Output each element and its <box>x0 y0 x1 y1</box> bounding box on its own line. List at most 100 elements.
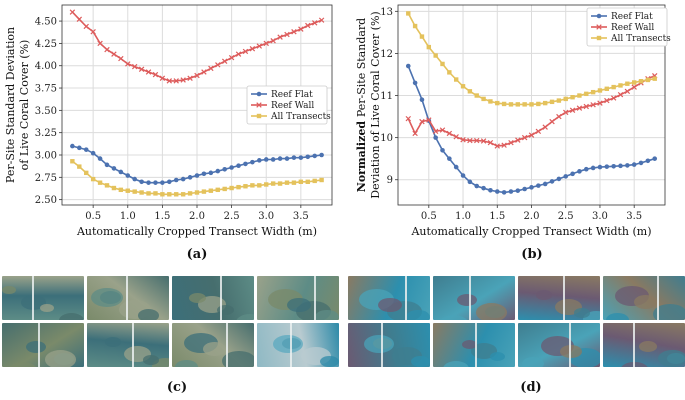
y-axis-label-rest: Per-Site Standard <box>355 18 368 117</box>
data-point <box>180 77 186 83</box>
data-point <box>563 109 569 116</box>
data-point <box>312 178 317 184</box>
data-point <box>474 183 480 189</box>
data-point <box>312 153 317 159</box>
transect-tape <box>657 276 659 320</box>
legend-label: Reef Wall <box>611 23 654 33</box>
data-point <box>426 117 432 123</box>
x-axis-label: Automatically Cropped Transect Width (m) <box>76 225 317 238</box>
data-point <box>488 187 493 193</box>
y-tick-label: 4.25 <box>35 39 57 50</box>
grid-d-photo <box>433 276 515 320</box>
transect-tape <box>290 323 292 367</box>
data-point <box>529 102 534 107</box>
y-axis-label: Normalized Per-Site Standard <box>355 18 368 192</box>
data-point <box>284 31 290 38</box>
data-point <box>291 180 297 185</box>
data-point <box>508 189 514 194</box>
data-point <box>563 96 568 102</box>
data-point <box>243 161 248 167</box>
data-point <box>412 80 418 86</box>
data-point <box>617 91 624 98</box>
data-point <box>194 72 200 79</box>
data-point <box>305 179 310 184</box>
transect-tape <box>126 276 128 320</box>
data-point <box>405 63 411 69</box>
legend-label: All Transects <box>270 112 331 122</box>
data-point <box>467 89 473 94</box>
data-point <box>104 46 110 53</box>
data-point <box>529 185 534 190</box>
data-point <box>460 173 466 178</box>
coral-patch <box>476 303 507 320</box>
data-point <box>153 191 158 196</box>
x-tick-label: 3.5 <box>293 211 309 222</box>
transect-tape <box>475 323 477 367</box>
data-point <box>515 102 521 107</box>
data-point <box>604 97 610 104</box>
data-point <box>180 176 186 182</box>
y-tick-label: 13 <box>380 7 393 18</box>
transect-tape <box>38 323 40 367</box>
data-point <box>270 157 276 162</box>
data-point <box>125 61 131 67</box>
coral-patch <box>91 288 123 308</box>
data-point <box>167 192 172 197</box>
coral-patch <box>438 315 469 320</box>
data-point <box>173 78 179 84</box>
legend-label: All Transects <box>610 34 671 44</box>
data-point <box>305 22 311 29</box>
coral-patch <box>236 314 254 320</box>
coral-patch <box>105 337 121 347</box>
data-point <box>406 11 411 16</box>
y-axis-label-bold: Normalized <box>355 117 368 192</box>
data-point <box>535 128 542 135</box>
data-point <box>556 98 562 103</box>
data-point <box>556 113 562 120</box>
panel-label: (b) <box>521 247 542 262</box>
data-point <box>440 61 445 67</box>
x-tick-label: 3.0 <box>592 211 608 222</box>
data-point <box>208 65 214 72</box>
data-point <box>501 101 507 107</box>
data-point <box>298 179 304 184</box>
data-point <box>256 43 263 49</box>
data-point <box>263 40 269 47</box>
legend-marker <box>596 24 602 30</box>
data-point <box>494 189 500 194</box>
data-point <box>83 23 89 30</box>
data-point <box>625 81 630 86</box>
x-tick-label: 3.0 <box>258 211 274 222</box>
data-point <box>201 189 207 194</box>
legend-marker <box>596 35 602 41</box>
data-point <box>521 134 528 141</box>
data-point <box>97 40 103 47</box>
data-point <box>460 84 466 89</box>
y-tick-label: 11 <box>380 91 393 102</box>
data-point <box>515 188 521 193</box>
data-point <box>208 170 214 176</box>
coral-patch <box>378 298 402 313</box>
data-point <box>187 175 193 180</box>
chart-1: 0.5 1.0 1.5 2.0 2.5 3.0 3.5 9 10 11 12 13 Reef FlatR… <box>355 4 671 262</box>
data-point <box>556 176 562 182</box>
y-tick-label: 3.75 <box>35 84 57 95</box>
data-point <box>576 105 583 111</box>
grid-c-photo <box>172 276 254 320</box>
grid-d-photo <box>348 323 430 367</box>
data-point <box>194 190 200 195</box>
coral-patch <box>315 310 339 320</box>
chart-0: 0.5 1.0 1.5 2.0 2.5 3.0 3.5 2.50 2.75 3.00 3.25 3.5… <box>4 4 333 262</box>
caption-d: (d) <box>520 380 542 395</box>
data-point <box>139 179 144 185</box>
grid-d-photo <box>518 276 600 320</box>
data-point <box>618 163 623 169</box>
data-point <box>419 34 425 39</box>
data-point <box>277 181 283 186</box>
data-point <box>160 180 165 185</box>
data-point <box>180 192 186 197</box>
transect-tape <box>563 276 565 320</box>
coral-patch <box>462 340 477 349</box>
y-tick-label: 2.75 <box>35 173 57 184</box>
data-point <box>536 101 541 107</box>
